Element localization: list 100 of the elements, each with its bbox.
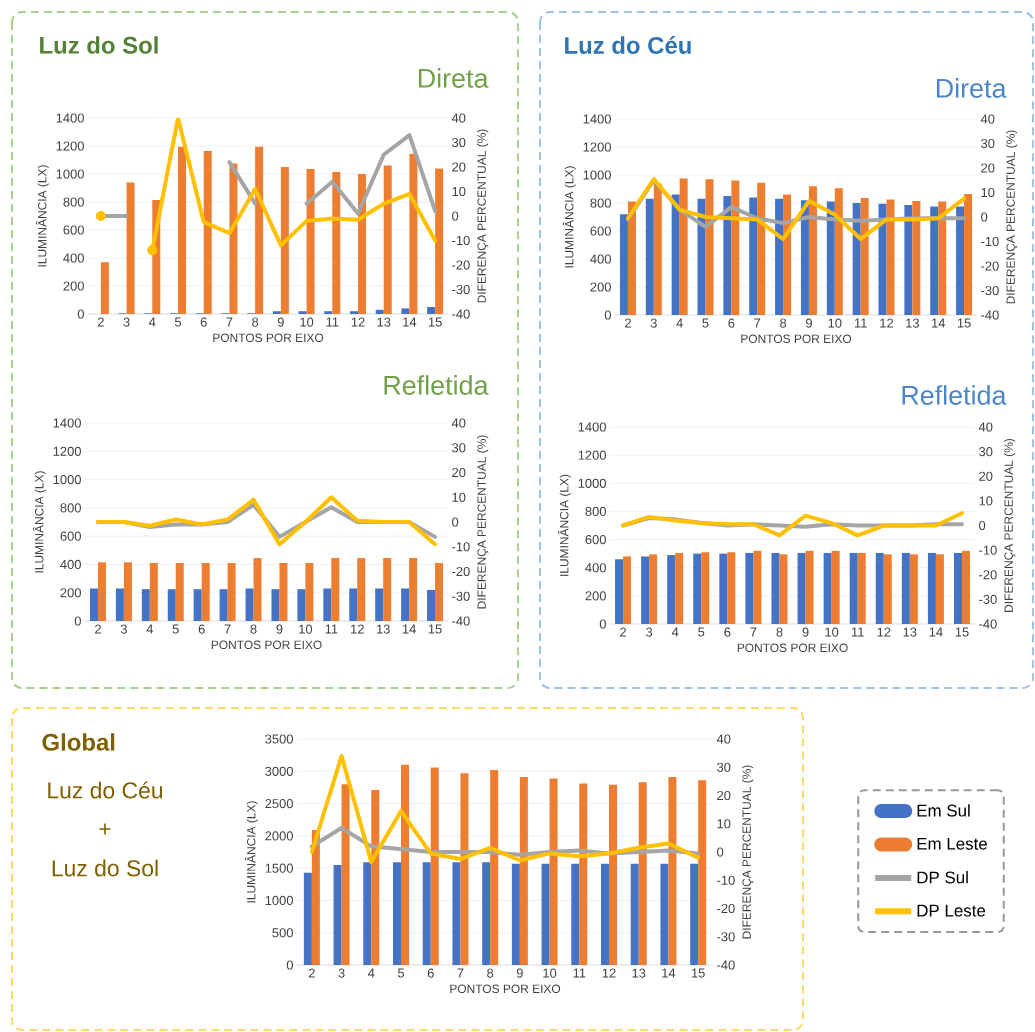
- x-tick-label: 7: [224, 624, 231, 634]
- x-tick-label: 2: [308, 968, 315, 978]
- x-tick-label: 13: [906, 318, 920, 328]
- bar: [115, 588, 124, 622]
- bar: [834, 188, 843, 315]
- bar: [904, 205, 913, 315]
- bar: [579, 783, 588, 966]
- bar: [272, 311, 281, 314]
- y2-tick-label: 40: [451, 113, 466, 123]
- bar: [511, 863, 520, 966]
- y-tick-label: 0: [77, 309, 84, 319]
- y2-tick-label: -20: [979, 570, 997, 580]
- x-tick-label: 14: [662, 968, 676, 978]
- x-axis-title: PONTOS POR EIXO: [213, 333, 324, 342]
- x-tick-label: 8: [487, 968, 494, 978]
- y-tick-label: 1500: [265, 863, 293, 873]
- x-tick-label: 4: [367, 968, 375, 978]
- y-tick-label: 800: [585, 506, 606, 517]
- bar: [375, 309, 384, 314]
- bar: [757, 182, 766, 315]
- y-tick-label: 1000: [53, 474, 81, 485]
- bar: [808, 186, 817, 315]
- bar: [306, 169, 315, 314]
- bar: [375, 588, 384, 622]
- bar: [349, 588, 358, 622]
- y-tick-label: 1000: [578, 478, 606, 488]
- y2-tick-label: -40: [979, 619, 997, 629]
- line-series: [95, 495, 438, 547]
- x-tick-label: 14: [402, 624, 416, 634]
- y-tick-label: 500: [272, 928, 293, 938]
- bar: [341, 784, 350, 966]
- x-tick-label: 5: [698, 627, 705, 637]
- x-tick-label: 14: [929, 627, 943, 637]
- bar: [401, 764, 409, 966]
- x-tick-label: 8: [252, 317, 259, 327]
- bar: [860, 198, 869, 315]
- x-tick-label: 7: [754, 318, 761, 328]
- y-tick-label: 0: [74, 616, 81, 626]
- x-tick-label: 2: [95, 624, 101, 634]
- y2-tick-label: 0: [979, 520, 986, 531]
- y-tick-label: 200: [585, 591, 606, 601]
- bar: [141, 589, 150, 622]
- x-tick-label: 3: [123, 317, 130, 327]
- bar: [549, 778, 558, 966]
- y-tick-label: 400: [60, 559, 81, 570]
- bar: [609, 784, 617, 966]
- bar: [731, 180, 740, 315]
- y-axis-title: ILUMINÂNCIA (LX): [32, 471, 46, 573]
- y-tick-label: 1400: [578, 422, 606, 432]
- x-tick-label: 8: [250, 624, 257, 634]
- bar: [331, 558, 340, 622]
- bar: [311, 830, 320, 966]
- y2-tick-label: -10: [452, 235, 470, 246]
- x-tick-label: 2: [620, 627, 626, 637]
- chart-subtitle: Direta: [936, 78, 1007, 98]
- bar: [332, 171, 341, 314]
- text: Luz do Sol: [52, 859, 158, 877]
- x-tick-label: 12: [880, 318, 894, 328]
- x-axis-title: PONTOS POR EIXO: [737, 643, 848, 652]
- bar: [638, 782, 647, 966]
- y2-tick-label: 0: [717, 847, 724, 857]
- bar: [878, 203, 887, 315]
- bar: [930, 206, 939, 315]
- legend-label: DP Sul: [917, 871, 968, 884]
- y2-tick-label: 30: [717, 762, 731, 772]
- x-tick-label: 3: [120, 624, 127, 634]
- x-axis-title: PONTOS POR EIXO: [741, 334, 852, 343]
- y-tick-label: 1000: [265, 895, 293, 906]
- x-tick-label: 15: [428, 317, 442, 327]
- bar: [697, 198, 706, 315]
- bar: [333, 864, 342, 966]
- x-tick-label: 8: [776, 627, 783, 637]
- bar: [401, 308, 410, 314]
- x-tick-label: 6: [728, 318, 735, 328]
- x-tick-label: 11: [326, 317, 339, 327]
- y-tick-label: 1400: [56, 113, 84, 123]
- bar: [435, 563, 444, 622]
- bar: [279, 563, 288, 622]
- x-tick-label: 15: [428, 624, 442, 634]
- y-tick-label: 1000: [56, 169, 84, 179]
- x-tick-label: 4: [148, 317, 156, 327]
- bar: [401, 588, 410, 622]
- bar: [571, 863, 580, 966]
- y2-tick-label: 40: [716, 734, 731, 744]
- y2-tick-label: -30: [717, 932, 735, 942]
- legend-label: Em Sul: [917, 804, 970, 817]
- x-tick-label: 13: [376, 624, 390, 634]
- bar: [175, 563, 184, 622]
- bar: [619, 214, 628, 315]
- y-tick-label: 2500: [265, 798, 293, 809]
- bar: [964, 193, 973, 315]
- y-tick-label: 1200: [583, 142, 611, 152]
- bar: [255, 146, 264, 314]
- y-tick-label: 0: [286, 960, 293, 970]
- x-tick-label: 4: [671, 627, 679, 637]
- bar: [324, 311, 333, 314]
- bar: [800, 200, 809, 315]
- bar: [698, 780, 707, 966]
- bar: [123, 562, 132, 622]
- bar: [167, 589, 176, 622]
